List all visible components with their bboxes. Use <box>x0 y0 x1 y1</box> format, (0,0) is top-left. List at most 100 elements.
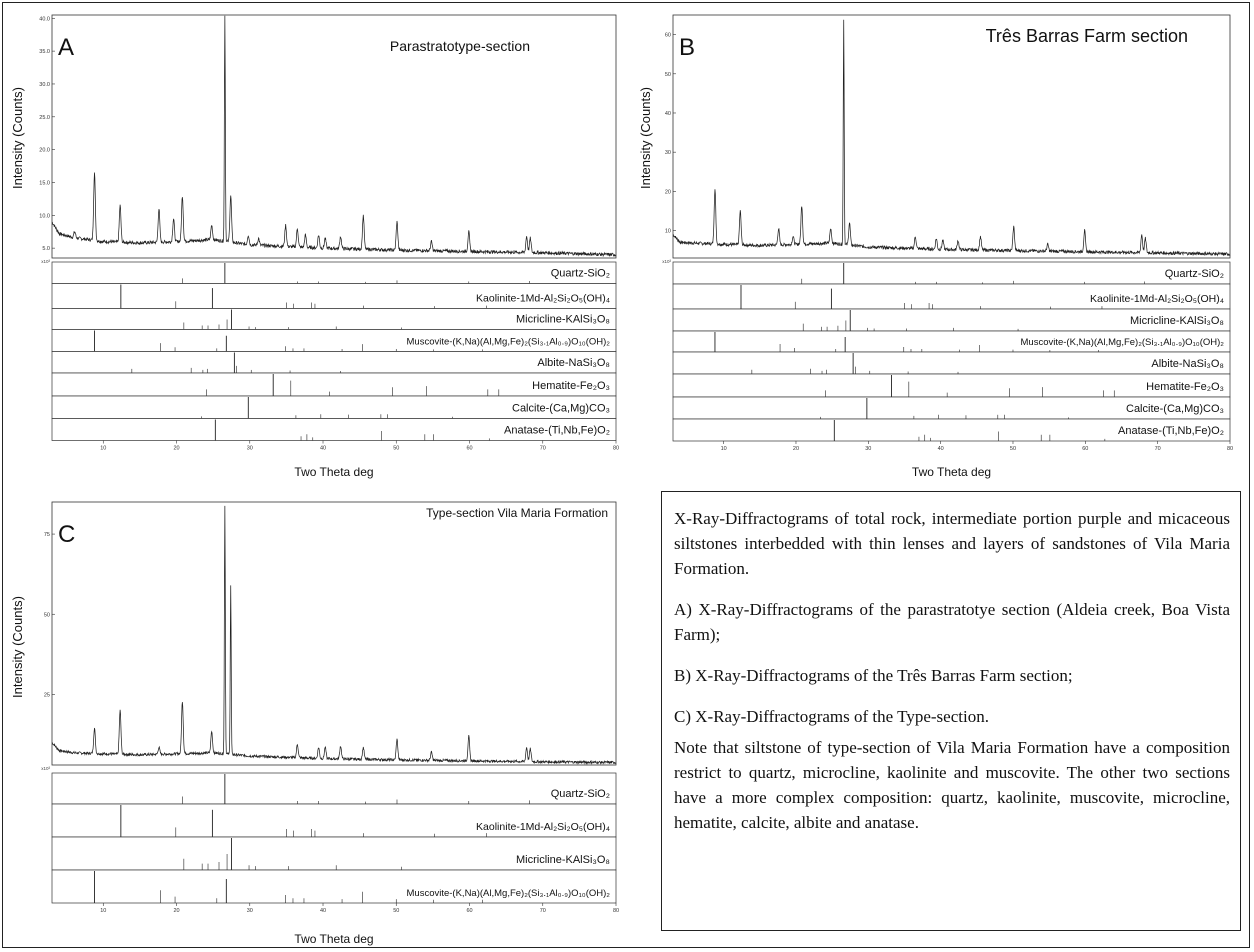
y-tick-label: 25.0 <box>39 115 50 121</box>
phase-label: Anatase-(Ti,Nb,Fe)O₂ <box>504 425 610 437</box>
x-tick-label: 50 <box>1010 446 1016 452</box>
x-tick-label: 20 <box>173 446 179 452</box>
diffractogram-line <box>51 15 617 258</box>
phase-label: Muscovite-(K,Na)(Al,Mg,Fe)₂(Si₃.₁Al₀.₉)O… <box>407 337 611 348</box>
x-tick-label: 80 <box>613 446 619 452</box>
x-tick-label: 40 <box>320 446 326 452</box>
y-tick-label: 15.0 <box>39 180 50 186</box>
x-tick-label: 20 <box>793 446 799 452</box>
chart-title: Três Barras Farm section <box>986 26 1188 46</box>
y-tick-label: 60 <box>665 33 671 39</box>
phase-label: Anatase-(Ti,Nb,Fe)O₂ <box>1118 425 1224 437</box>
chart-title: Type-section Vila Maria Formation <box>426 506 608 520</box>
y-tick-label: 50 <box>665 72 671 78</box>
x-tick-label: 30 <box>865 446 871 452</box>
phase-row-muscovite <box>51 869 617 904</box>
phase-row-albite <box>672 351 1231 375</box>
phase-row-quartz <box>51 772 617 805</box>
phase-label: Calcite-(Ca,Mg)CO₃ <box>512 403 610 415</box>
y-exponent-label: x10³ <box>662 259 671 264</box>
phase-row-kaolinite <box>51 803 617 838</box>
caption-note: Note that siltstone of type-section of V… <box>674 738 1230 832</box>
phase-label: Kaolinite-1Md-Al₂Si₂O₅(OH)₄ <box>476 293 610 305</box>
x-tick-label: 60 <box>466 908 472 914</box>
x-tick-label: 20 <box>173 908 179 914</box>
phase-label: Quartz-SiO₂ <box>1165 268 1224 280</box>
y-tick-label: 50 <box>44 612 50 618</box>
phase-label: Quartz-SiO₂ <box>551 268 610 280</box>
y-tick-label: 5.0 <box>42 246 50 252</box>
chart-panel-b: 10 20 30 40 50 60 x10³ B Três Barras Farm sectio… <box>638 10 1238 482</box>
phase-label: Hematite-Fe₂O₃ <box>532 380 610 392</box>
x-tick-label: 30 <box>247 446 253 452</box>
phase-label: Muscovite-(K,Na)(Al,Mg,Fe)₂(Si₃.₁Al₀.₉)O… <box>1021 337 1225 348</box>
phase-label: Micricline-KAlSi₃O₈ <box>516 314 610 326</box>
caption-item-a: A) X-Ray-Diffractograms of the parastrat… <box>674 600 1230 644</box>
phase-label: Muscovite-(K,Na)(Al,Mg,Fe)₂(Si₃.₁Al₀.₉)O… <box>407 888 611 899</box>
phase-row-kaolinite <box>51 283 617 309</box>
caption-item-c: C) X-Ray-Diffractograms of the Type-sect… <box>674 707 989 726</box>
panel-letter: A <box>58 34 74 61</box>
phase-label: Micricline-KAlSi₃O₈ <box>1130 315 1224 327</box>
chart-panel-a: 5.0 10.0 15.0 20.0 25.0 30.0 35.0 40.0 x10³ A Para… <box>10 10 620 482</box>
phase-row-anatase <box>51 418 617 441</box>
panel-letter: B <box>679 34 695 61</box>
y-axis-label: Intensity (Counts) <box>10 596 25 698</box>
phase-label: Kaolinite-1Md-Al₂Si₂O₅(OH)₄ <box>1090 293 1224 305</box>
y-tick-label: 35.0 <box>39 49 50 55</box>
diffractogram-line <box>51 505 617 765</box>
phase-label: Albite-NaSi₃O₈ <box>1151 358 1224 370</box>
caption-item-b: B) X-Ray-Diffractograms of the Três Barr… <box>674 666 1073 685</box>
x-tick-label: 40 <box>320 908 326 914</box>
x-tick-label: 80 <box>613 908 619 914</box>
x-tick-label: 50 <box>393 446 399 452</box>
xrd-chart-svg-c: 25 50 75 x10³ C Type-section Vila Maria Forma… <box>10 501 619 946</box>
y-exponent-label: x10³ <box>41 766 50 771</box>
phase-label: Calcite-(Ca,Mg)CO₃ <box>1126 403 1224 415</box>
y-tick-label: 40.0 <box>39 16 50 22</box>
plot-frame <box>672 14 1231 259</box>
y-axis-label: Intensity (Counts) <box>10 87 25 189</box>
x-tick-label: 70 <box>540 446 546 452</box>
caption-intro: X-Ray-Diffractograms of total rock, inte… <box>674 509 1230 578</box>
xrd-chart-svg-b: 10 20 30 40 50 60 x10³ B Três Barras Farm sectio… <box>638 14 1233 479</box>
x-tick-label: 60 <box>1082 446 1088 452</box>
x-tick-label: 30 <box>247 908 253 914</box>
x-tick-label: 50 <box>393 908 399 914</box>
y-tick-label: 10 <box>665 229 671 235</box>
phase-row-quartz <box>51 261 617 284</box>
y-tick-label: 75 <box>44 532 50 538</box>
y-tick-label: 30 <box>665 150 671 156</box>
x-tick-label: 60 <box>466 446 472 452</box>
phase-label: Kaolinite-1Md-Al₂Si₂O₅(OH)₄ <box>476 821 610 833</box>
y-tick-label: 40 <box>665 111 671 117</box>
phase-row-anatase <box>672 418 1231 442</box>
chart-panel-c: 25 50 75 x10³ C Type-section Vila Maria Forma… <box>10 497 620 949</box>
phase-row-quartz <box>672 261 1231 285</box>
phase-row-kaolinite <box>672 283 1231 310</box>
phase-row-micricline <box>51 836 617 871</box>
y-tick-label: 20.0 <box>39 148 50 154</box>
phase-label: Albite-NaSi₃O₈ <box>537 357 610 369</box>
phase-label: Micricline-KAlSi₃O₈ <box>516 854 610 866</box>
x-axis-label: Two Theta deg <box>294 932 373 946</box>
diffractogram-line <box>672 19 1231 257</box>
y-tick-label: 10.0 <box>39 213 50 219</box>
x-tick-label: 40 <box>938 446 944 452</box>
phase-row-albite <box>51 351 617 374</box>
figure-caption: X-Ray-Diffractograms of total rock, inte… <box>661 491 1241 931</box>
y-tick-label: 30.0 <box>39 82 50 88</box>
panel-letter: C <box>58 521 75 548</box>
x-axis-label: Two Theta deg <box>912 465 991 479</box>
x-tick-label: 10 <box>100 908 106 914</box>
y-exponent-label: x10³ <box>41 259 50 264</box>
xrd-chart-svg-a: 5.0 10.0 15.0 20.0 25.0 30.0 35.0 40.0 x10³ A Para… <box>10 14 619 479</box>
chart-title: Parastratotype-section <box>390 38 530 54</box>
x-axis-label: Two Theta deg <box>294 465 373 479</box>
phase-label: Quartz-SiO₂ <box>551 788 610 800</box>
y-axis-label: Intensity (Counts) <box>638 87 653 189</box>
y-tick-label: 20 <box>665 189 671 195</box>
x-tick-label: 10 <box>721 446 727 452</box>
phase-label: Hematite-Fe₂O₃ <box>1146 381 1224 393</box>
